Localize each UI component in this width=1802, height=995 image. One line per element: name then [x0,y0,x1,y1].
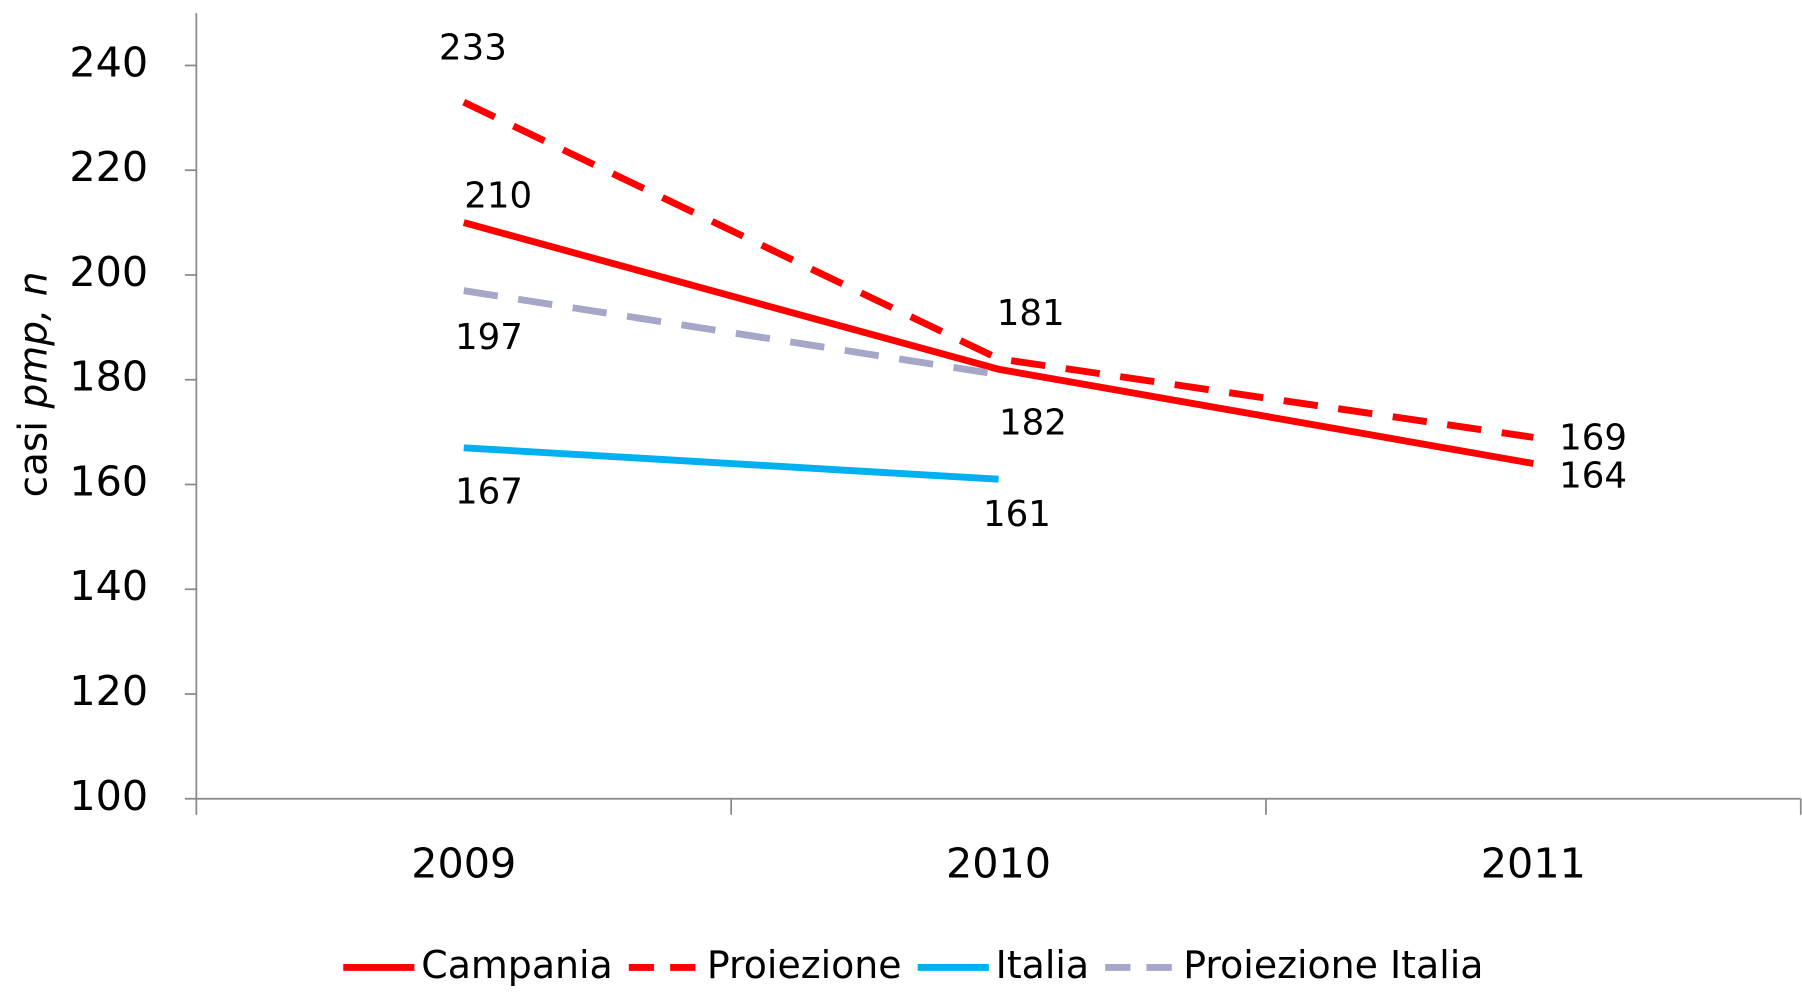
y-tick-label: 140 [69,562,148,610]
legend-label: Proiezione [707,943,902,987]
data-label: 210 [464,175,532,216]
legend: Campania Proiezione Italia Proiezione Itali… [343,943,1483,987]
x-tick-label: 2011 [1481,839,1586,887]
y-tick-label: 180 [69,353,148,401]
data-label: 164 [1559,455,1627,496]
data-label: 182 [999,402,1067,443]
series-line [463,287,1000,378]
y-tick-label: 220 [69,143,148,191]
x-tick-label: 2010 [946,839,1051,887]
data-label: 197 [455,317,523,358]
y-tick-label: 100 [69,772,148,820]
data-label: 169 [1559,418,1627,459]
y-tick-label: 200 [69,248,148,296]
data-label: 181 [997,293,1065,334]
y-axis-title: casi pmp, n [11,271,56,497]
legend-label: Proiezione Italia [1183,943,1483,987]
series-line [463,444,999,483]
series-line [462,99,1534,441]
data-label: 167 [455,472,523,513]
legend-label: Italia [996,943,1089,987]
data-label: 161 [983,494,1051,535]
x-tick-label: 2009 [411,839,516,887]
y-tick-label: 160 [69,457,148,505]
legend-label: Campania [421,943,612,987]
data-label: 233 [439,27,507,68]
y-tick-label: 120 [69,667,148,715]
series-line [462,219,1534,467]
y-tick-label: 240 [69,38,148,86]
